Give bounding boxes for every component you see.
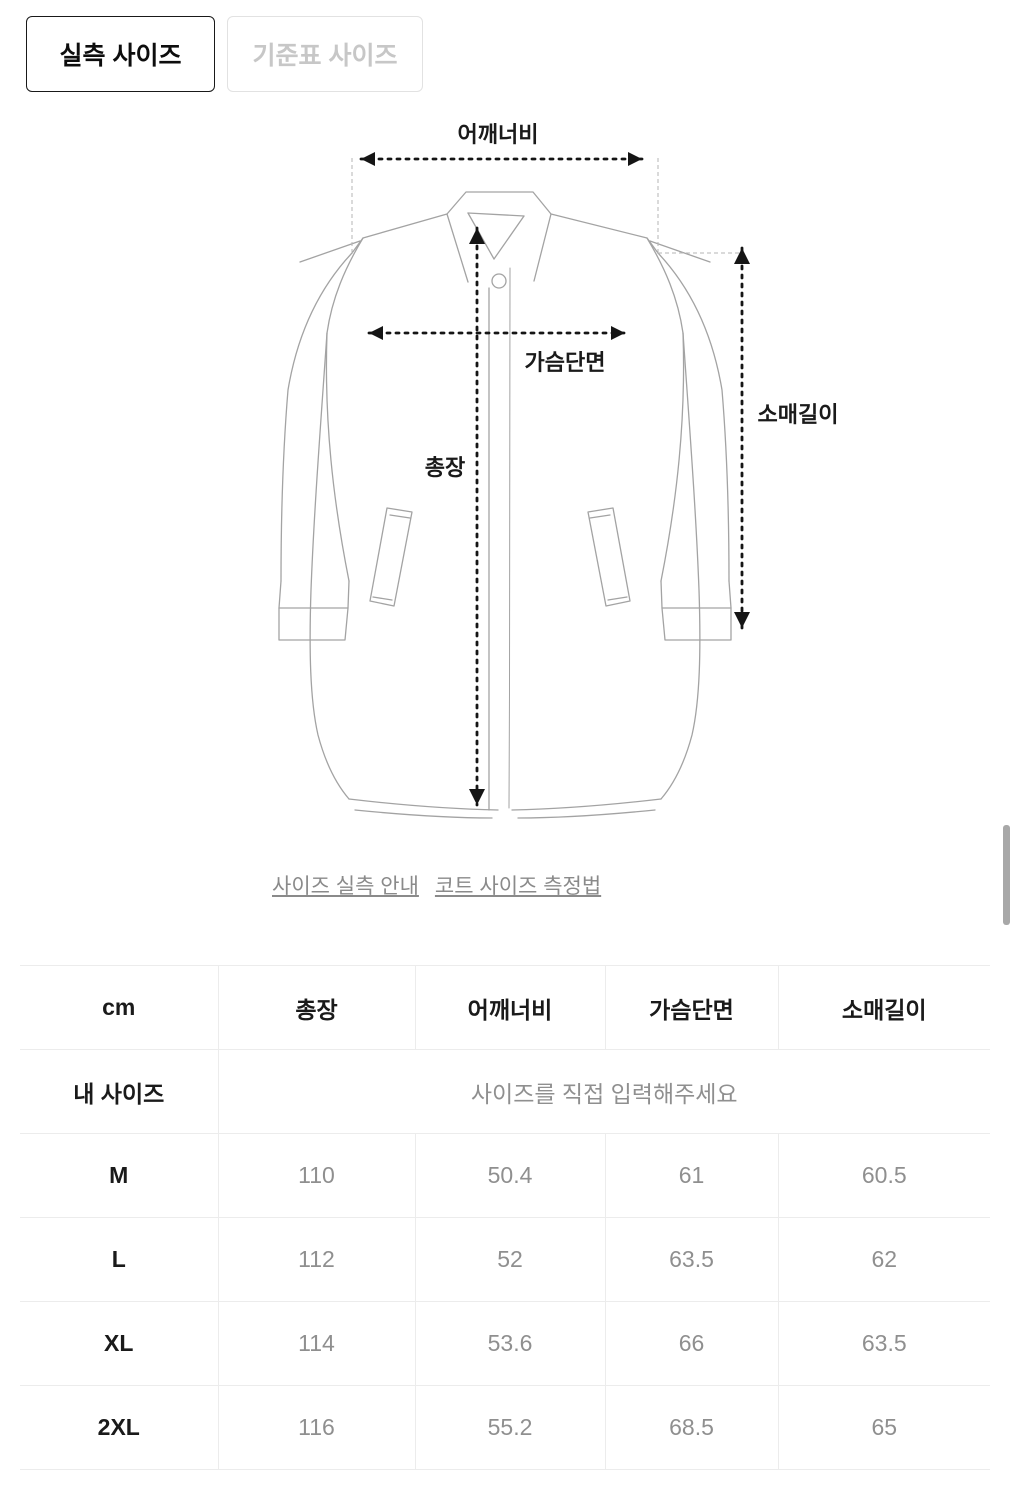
- svg-text:어깨너비: 어깨너비: [458, 122, 539, 147]
- svg-text:가슴단면: 가슴단면: [525, 350, 606, 375]
- svg-text:소매길이: 소매길이: [758, 402, 839, 427]
- svg-text:총장: 총장: [425, 455, 465, 480]
